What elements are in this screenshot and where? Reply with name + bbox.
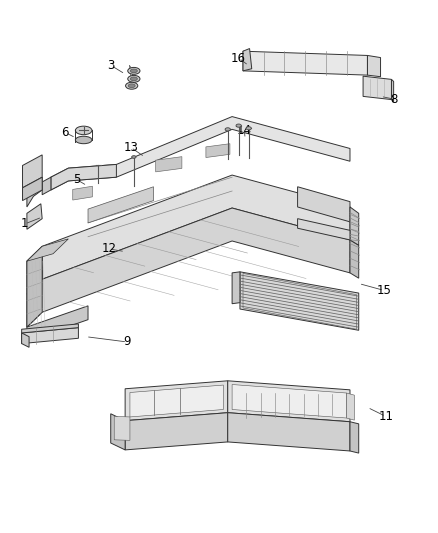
Ellipse shape [131, 69, 138, 72]
Text: 1: 1 [21, 217, 28, 230]
Text: 5: 5 [74, 173, 81, 187]
Ellipse shape [236, 124, 241, 127]
Polygon shape [73, 186, 92, 200]
Ellipse shape [128, 75, 140, 82]
Polygon shape [240, 272, 359, 330]
Polygon shape [232, 272, 240, 304]
Polygon shape [27, 246, 42, 294]
Polygon shape [111, 414, 125, 450]
Polygon shape [27, 204, 42, 229]
Polygon shape [130, 385, 223, 417]
Polygon shape [125, 413, 228, 450]
Polygon shape [228, 381, 350, 422]
Ellipse shape [126, 82, 138, 89]
Polygon shape [114, 416, 130, 440]
Polygon shape [21, 324, 78, 333]
Polygon shape [350, 207, 359, 245]
Polygon shape [350, 422, 359, 453]
Text: 10: 10 [184, 395, 199, 409]
Polygon shape [232, 384, 346, 418]
Ellipse shape [75, 136, 92, 144]
Polygon shape [363, 76, 392, 100]
Text: 9: 9 [124, 335, 131, 349]
Polygon shape [22, 155, 42, 188]
Polygon shape [88, 187, 153, 223]
Ellipse shape [132, 156, 136, 158]
Text: 12: 12 [102, 243, 117, 255]
Polygon shape [350, 240, 359, 278]
Polygon shape [27, 306, 88, 341]
Polygon shape [346, 393, 354, 420]
Text: 6: 6 [62, 126, 69, 139]
Ellipse shape [246, 127, 251, 130]
Ellipse shape [131, 77, 138, 80]
Ellipse shape [225, 128, 230, 131]
Text: 16: 16 [231, 52, 246, 64]
Polygon shape [392, 79, 394, 102]
Text: 11: 11 [378, 410, 393, 423]
Polygon shape [243, 51, 367, 75]
Text: 15: 15 [377, 284, 392, 297]
Polygon shape [367, 55, 381, 77]
Polygon shape [243, 49, 252, 71]
Polygon shape [21, 328, 78, 344]
Polygon shape [228, 413, 350, 451]
Polygon shape [125, 381, 228, 421]
Polygon shape [27, 208, 350, 327]
Polygon shape [27, 239, 68, 261]
Polygon shape [206, 144, 230, 158]
Polygon shape [51, 117, 350, 190]
Polygon shape [155, 157, 182, 172]
Ellipse shape [128, 84, 135, 87]
Text: 3: 3 [107, 59, 115, 72]
Polygon shape [51, 165, 117, 190]
Polygon shape [21, 333, 29, 348]
Polygon shape [42, 177, 51, 195]
Polygon shape [297, 187, 350, 222]
Polygon shape [27, 177, 42, 207]
Polygon shape [42, 175, 350, 279]
Text: 13: 13 [124, 141, 138, 154]
Ellipse shape [75, 126, 92, 135]
Text: 14: 14 [237, 124, 252, 137]
Polygon shape [27, 246, 42, 327]
Polygon shape [297, 219, 350, 240]
Ellipse shape [128, 67, 140, 74]
Polygon shape [22, 177, 42, 200]
Text: 8: 8 [390, 93, 397, 106]
